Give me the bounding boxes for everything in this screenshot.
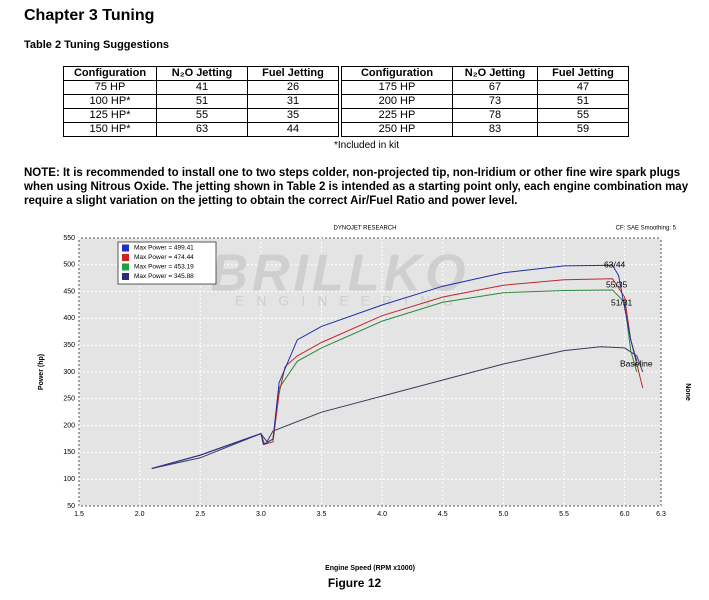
table-cell: 73 xyxy=(452,94,538,109)
x-tick-label: 5.0 xyxy=(499,511,509,518)
x-tick-label: 2.5 xyxy=(195,511,205,518)
table-cell: 78 xyxy=(452,108,538,123)
x-tick-label: 3.0 xyxy=(256,511,266,518)
table-cell: 51 xyxy=(537,94,629,109)
x-tick-label: 6.3 xyxy=(656,511,666,518)
table-cell: 55 xyxy=(537,108,629,123)
legend-swatch xyxy=(122,263,129,271)
table-cell: 31 xyxy=(247,94,339,109)
x-tick-label: 6.0 xyxy=(620,511,630,518)
chapter-title: Chapter 3 Tuning xyxy=(24,7,155,24)
x-axis-label: Engine Speed (RPM x1000) xyxy=(325,565,415,572)
series-label: Baseline xyxy=(620,358,653,368)
legend-entry: Max Power = 499.41 xyxy=(134,245,194,252)
table-cell: 67 xyxy=(452,80,538,95)
legend-entry: Max Power = 453.19 xyxy=(134,264,194,271)
legend-box xyxy=(117,241,217,285)
note: NOTE: It is recommended to install one t… xyxy=(24,167,689,207)
y-axis-label: Power (hp) xyxy=(38,354,45,390)
column-header: Configuration xyxy=(63,66,157,81)
table-cell: 35 xyxy=(247,108,339,123)
column-header: N₂O Jetting xyxy=(452,66,538,81)
y-tick-label: 100 xyxy=(63,476,75,483)
table-cell: 250 HP xyxy=(341,122,453,137)
column-header: N₂O Jetting xyxy=(156,66,248,81)
table-cell: 63 xyxy=(156,122,248,137)
table-cell: 175 HP xyxy=(341,80,453,95)
table-cell: 59 xyxy=(537,122,629,137)
table-row: 100 HP* 51 31 200 HP 73 51 xyxy=(63,94,629,109)
y-tick-label: 450 xyxy=(63,288,75,295)
y-tick-label: 250 xyxy=(63,396,75,403)
y-tick-label: 550 xyxy=(63,235,75,242)
table-cell: 44 xyxy=(247,122,339,137)
watermark: BRILLKO xyxy=(210,245,469,303)
table-cell: 41 xyxy=(156,80,248,95)
legend-entry: Max Power = 474.44 xyxy=(134,254,194,261)
table-cell: 200 HP xyxy=(341,94,453,109)
column-header: Configuration xyxy=(341,66,453,81)
table-row: 150 HP* 63 44 250 HP 83 59 xyxy=(63,122,629,137)
table-cell: 100 HP* xyxy=(63,94,157,109)
table-cell: 26 xyxy=(247,80,339,95)
x-tick-label: 3.5 xyxy=(317,511,327,518)
column-header: Fuel Jetting xyxy=(537,66,629,81)
series-line xyxy=(151,264,638,469)
table-row: 125 HP* 55 35 225 HP 78 55 xyxy=(63,108,629,123)
y-tick-label: 500 xyxy=(63,262,75,269)
x-tick-label: 4.5 xyxy=(438,511,448,518)
series-line xyxy=(151,278,644,469)
table-cell: 55 xyxy=(156,108,248,123)
table-cell: 83 xyxy=(452,122,538,137)
table-cell: 75 HP xyxy=(63,80,157,95)
x-tick-label: 2.0 xyxy=(135,511,145,518)
table-caption: Table 2 Tuning Suggestions xyxy=(24,39,170,51)
y-tick-label: 400 xyxy=(63,315,75,322)
legend-entry: Max Power = 345.88 xyxy=(134,273,194,280)
legend-swatch xyxy=(122,254,129,261)
dyno-chart: DYNOJET RESEARCH CF: SAE Smoothing: 5 50 10… xyxy=(30,220,700,576)
table-row: 75 HP 41 26 175 HP 67 47 xyxy=(63,80,629,95)
legend-swatch xyxy=(122,273,129,280)
series-label: 51/31 xyxy=(611,297,633,307)
table-body: 75 HP 41 26 175 HP 67 47 100 HP* 51 31 200 HP 73 51… xyxy=(63,80,629,137)
y-tick-label: 50 xyxy=(67,503,75,510)
table-cell: 125 HP* xyxy=(63,108,157,123)
watermark: ENGINEERING xyxy=(235,293,465,309)
y-tick-label: 200 xyxy=(63,422,75,429)
chart-header-right: CF: SAE Smoothing: 5 xyxy=(616,226,677,232)
y-tick-label: 150 xyxy=(63,449,75,456)
x-tick-label: 4.0 xyxy=(377,511,387,518)
y2-axis-label: None xyxy=(684,383,691,401)
series-label: 55/35 xyxy=(606,279,628,289)
table-cell: 51 xyxy=(156,94,248,109)
legend-swatch xyxy=(122,244,129,252)
x-tick-label: 1.5 xyxy=(74,511,84,518)
tuning-table: Configuration N₂O Jetting Fuel Jetting Conf… xyxy=(63,66,629,137)
x-tick-label: 5.5 xyxy=(559,511,569,518)
table-cell: 225 HP xyxy=(341,108,453,123)
series-label: 63/44 xyxy=(604,259,626,269)
table-cell: 150 HP* xyxy=(63,122,157,137)
chart-header-left: DYNOJET RESEARCH xyxy=(334,226,397,232)
y-tick-label: 350 xyxy=(63,342,75,349)
table-cell: 47 xyxy=(537,80,629,95)
series-line xyxy=(151,346,644,469)
figure-caption: Figure 12 xyxy=(327,576,382,590)
table-footnote: *Included in kit xyxy=(334,140,400,151)
header-row: Configuration N₂O Jetting Fuel Jetting Conf… xyxy=(63,66,629,81)
column-header: Fuel Jetting xyxy=(247,66,339,81)
y-tick-label: 300 xyxy=(63,369,75,376)
